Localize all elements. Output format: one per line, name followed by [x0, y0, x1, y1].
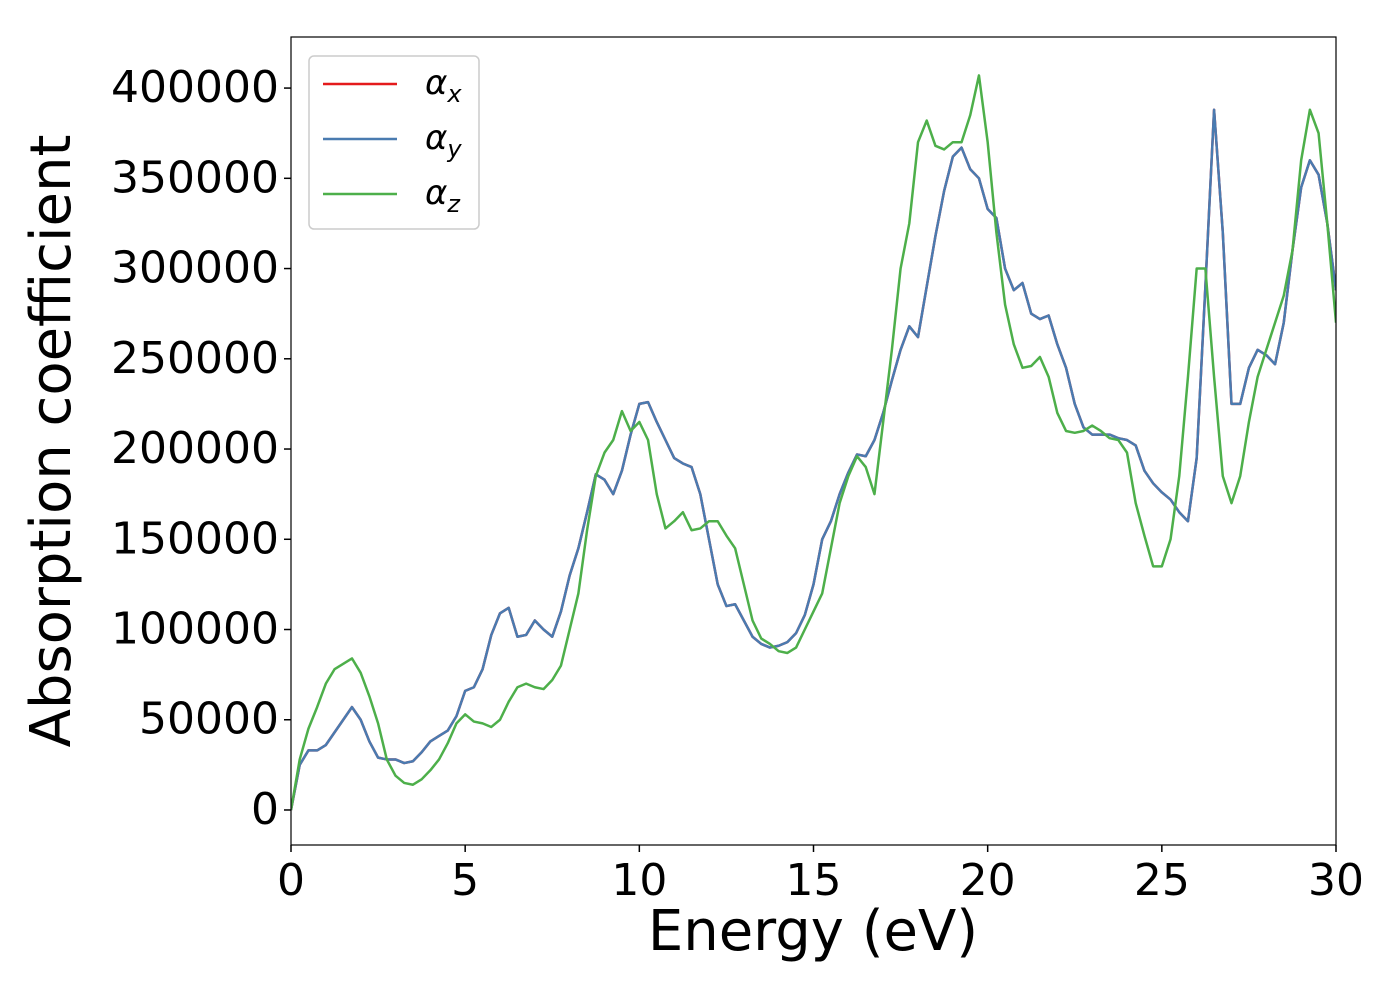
y-tick-label: 350000	[111, 152, 279, 203]
y-axis-label: Absorption coefficient	[19, 135, 84, 748]
legend-box	[308, 55, 480, 230]
x-axis-label: Energy (eV)	[648, 899, 978, 964]
y-tick-label: 250000	[111, 333, 279, 384]
legend-label: αz	[425, 173, 461, 218]
series-line	[291, 108, 1336, 811]
y-tick-label: 0	[251, 784, 279, 835]
x-tick-label: 25	[1134, 855, 1190, 906]
series-line	[291, 74, 1336, 811]
x-tick-label: 0	[277, 855, 305, 906]
plot-frame	[290, 36, 1337, 846]
x-tick-label: 20	[960, 855, 1016, 906]
x-tick-label: 30	[1308, 855, 1364, 906]
y-tick-label: 200000	[111, 423, 279, 474]
x-tick-label: 5	[451, 855, 479, 906]
y-tick-label: 400000	[111, 62, 279, 113]
y-tick-label: 300000	[111, 243, 279, 294]
y-tick-label: 100000	[111, 604, 279, 655]
x-tick-label: 10	[611, 855, 667, 906]
y-tick-label: 150000	[111, 513, 279, 564]
legend-label: αy	[425, 118, 462, 163]
plot	[291, 74, 1336, 811]
legend-label: αx	[425, 63, 462, 108]
x-tick-label: 15	[786, 855, 842, 906]
y-tick-label: 50000	[139, 694, 279, 745]
